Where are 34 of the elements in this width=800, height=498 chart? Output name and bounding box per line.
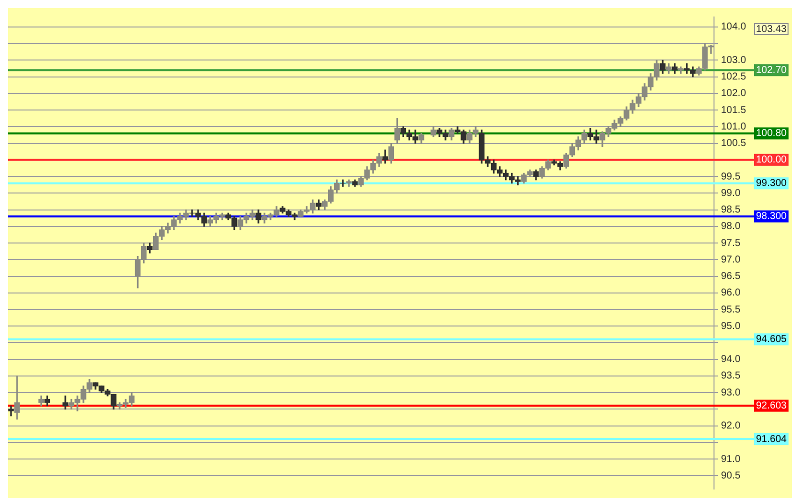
y-tick-label: 94.0: [721, 354, 741, 366]
y-tick-label: 98.5: [721, 204, 741, 216]
y-tick-label: 100.5: [721, 138, 746, 150]
ref-line-label: 94.605: [756, 334, 788, 346]
y-tick-label: 101.5: [721, 104, 746, 116]
y-tick-label: 96.5: [721, 271, 741, 282]
y-tick-label: 104.0: [721, 22, 746, 33]
ref-line-label: 98.300: [756, 211, 788, 222]
ref-line-label: 100.80: [756, 128, 788, 140]
y-tick-label: 97.5: [721, 238, 741, 249]
ref-line-label: 99.300: [756, 178, 788, 189]
y-tick-label: 90.5: [721, 470, 741, 482]
y-tick-label: 93.0: [721, 387, 741, 398]
y-tick-label: 102.0: [721, 88, 746, 100]
y-tick-label: 96.0: [721, 288, 741, 299]
y-tick-label: 103.0: [721, 54, 746, 66]
ref-line-label: 102.70: [756, 64, 788, 76]
y-tick-label: 93.5: [721, 370, 741, 382]
y-tick-label: 102.5: [721, 72, 746, 83]
y-tick-label: 97.0: [721, 254, 741, 266]
ref-line-label: 100.00: [756, 154, 788, 166]
y-tick-label: 95.5: [721, 304, 741, 316]
candlestick: [14, 376, 20, 420]
y-tick-label: 91.0: [721, 454, 741, 465]
ref-line-label: 91.604: [756, 434, 788, 445]
y-tick-label: 99.5: [721, 171, 741, 182]
y-tick-label: 101.0: [721, 121, 746, 132]
y-tick-label: 92.0: [721, 420, 741, 432]
text: 103.43: [756, 24, 788, 35]
y-tick-label: 98.0: [721, 221, 741, 232]
ref-line-label: 92.603: [756, 400, 788, 412]
candlestick: [8, 406, 14, 416]
y-tick-label: 95.0: [721, 320, 741, 332]
y-tick-label: 99.0: [721, 188, 741, 199]
